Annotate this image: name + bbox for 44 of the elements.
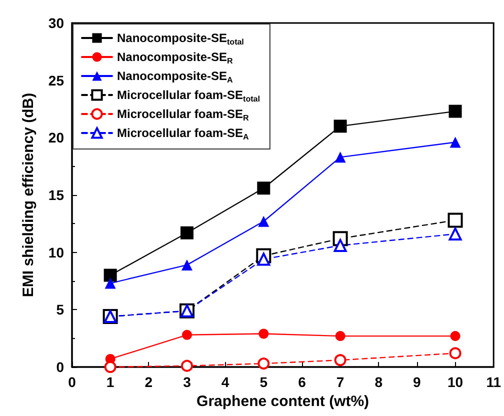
x-tick-label: 5 [260,374,268,390]
point [334,152,346,163]
point [257,252,270,266]
x-tick-label: 11 [486,374,502,390]
x-tick-label: 6 [298,374,306,390]
x-tick-label: 4 [221,374,230,390]
point [334,120,347,133]
point [257,182,270,195]
point [104,268,117,282]
point [181,259,192,270]
point [450,136,461,148]
point [334,354,346,366]
x-axis-title: Graphene content (wt%) [196,392,370,410]
point [448,212,463,228]
point [258,328,269,339]
y-tick-label: 15 [48,187,64,203]
point [258,216,270,227]
point [449,347,462,360]
point [450,331,460,342]
x-tick-label: 3 [183,374,192,390]
point [180,360,193,372]
x-tick-label: 7 [336,374,344,390]
y-axis-title: EMI shielding efficiency (dB) [20,92,37,298]
x-tick-label: 8 [374,374,383,390]
y-tick-label: 0 [56,359,64,375]
x-tick-label: 9 [413,374,422,390]
point [335,331,346,342]
x-tick-label: 0 [68,374,76,390]
point [334,238,347,252]
point [180,226,194,240]
y-tick-label: 20 [48,130,64,146]
x-tick-label: 2 [144,374,153,390]
y-tick-label: 25 [48,72,64,88]
x-tick-label: 10 [447,374,464,390]
point [104,278,116,289]
x-tick-label: 1 [106,374,114,390]
point [182,330,192,340]
point [258,358,270,370]
y-tick-label: 5 [56,302,64,318]
point [448,104,462,118]
y-tick-label: 10 [48,244,64,260]
point [104,361,116,373]
point [448,227,462,240]
y-tick-label: 30 [48,15,64,31]
